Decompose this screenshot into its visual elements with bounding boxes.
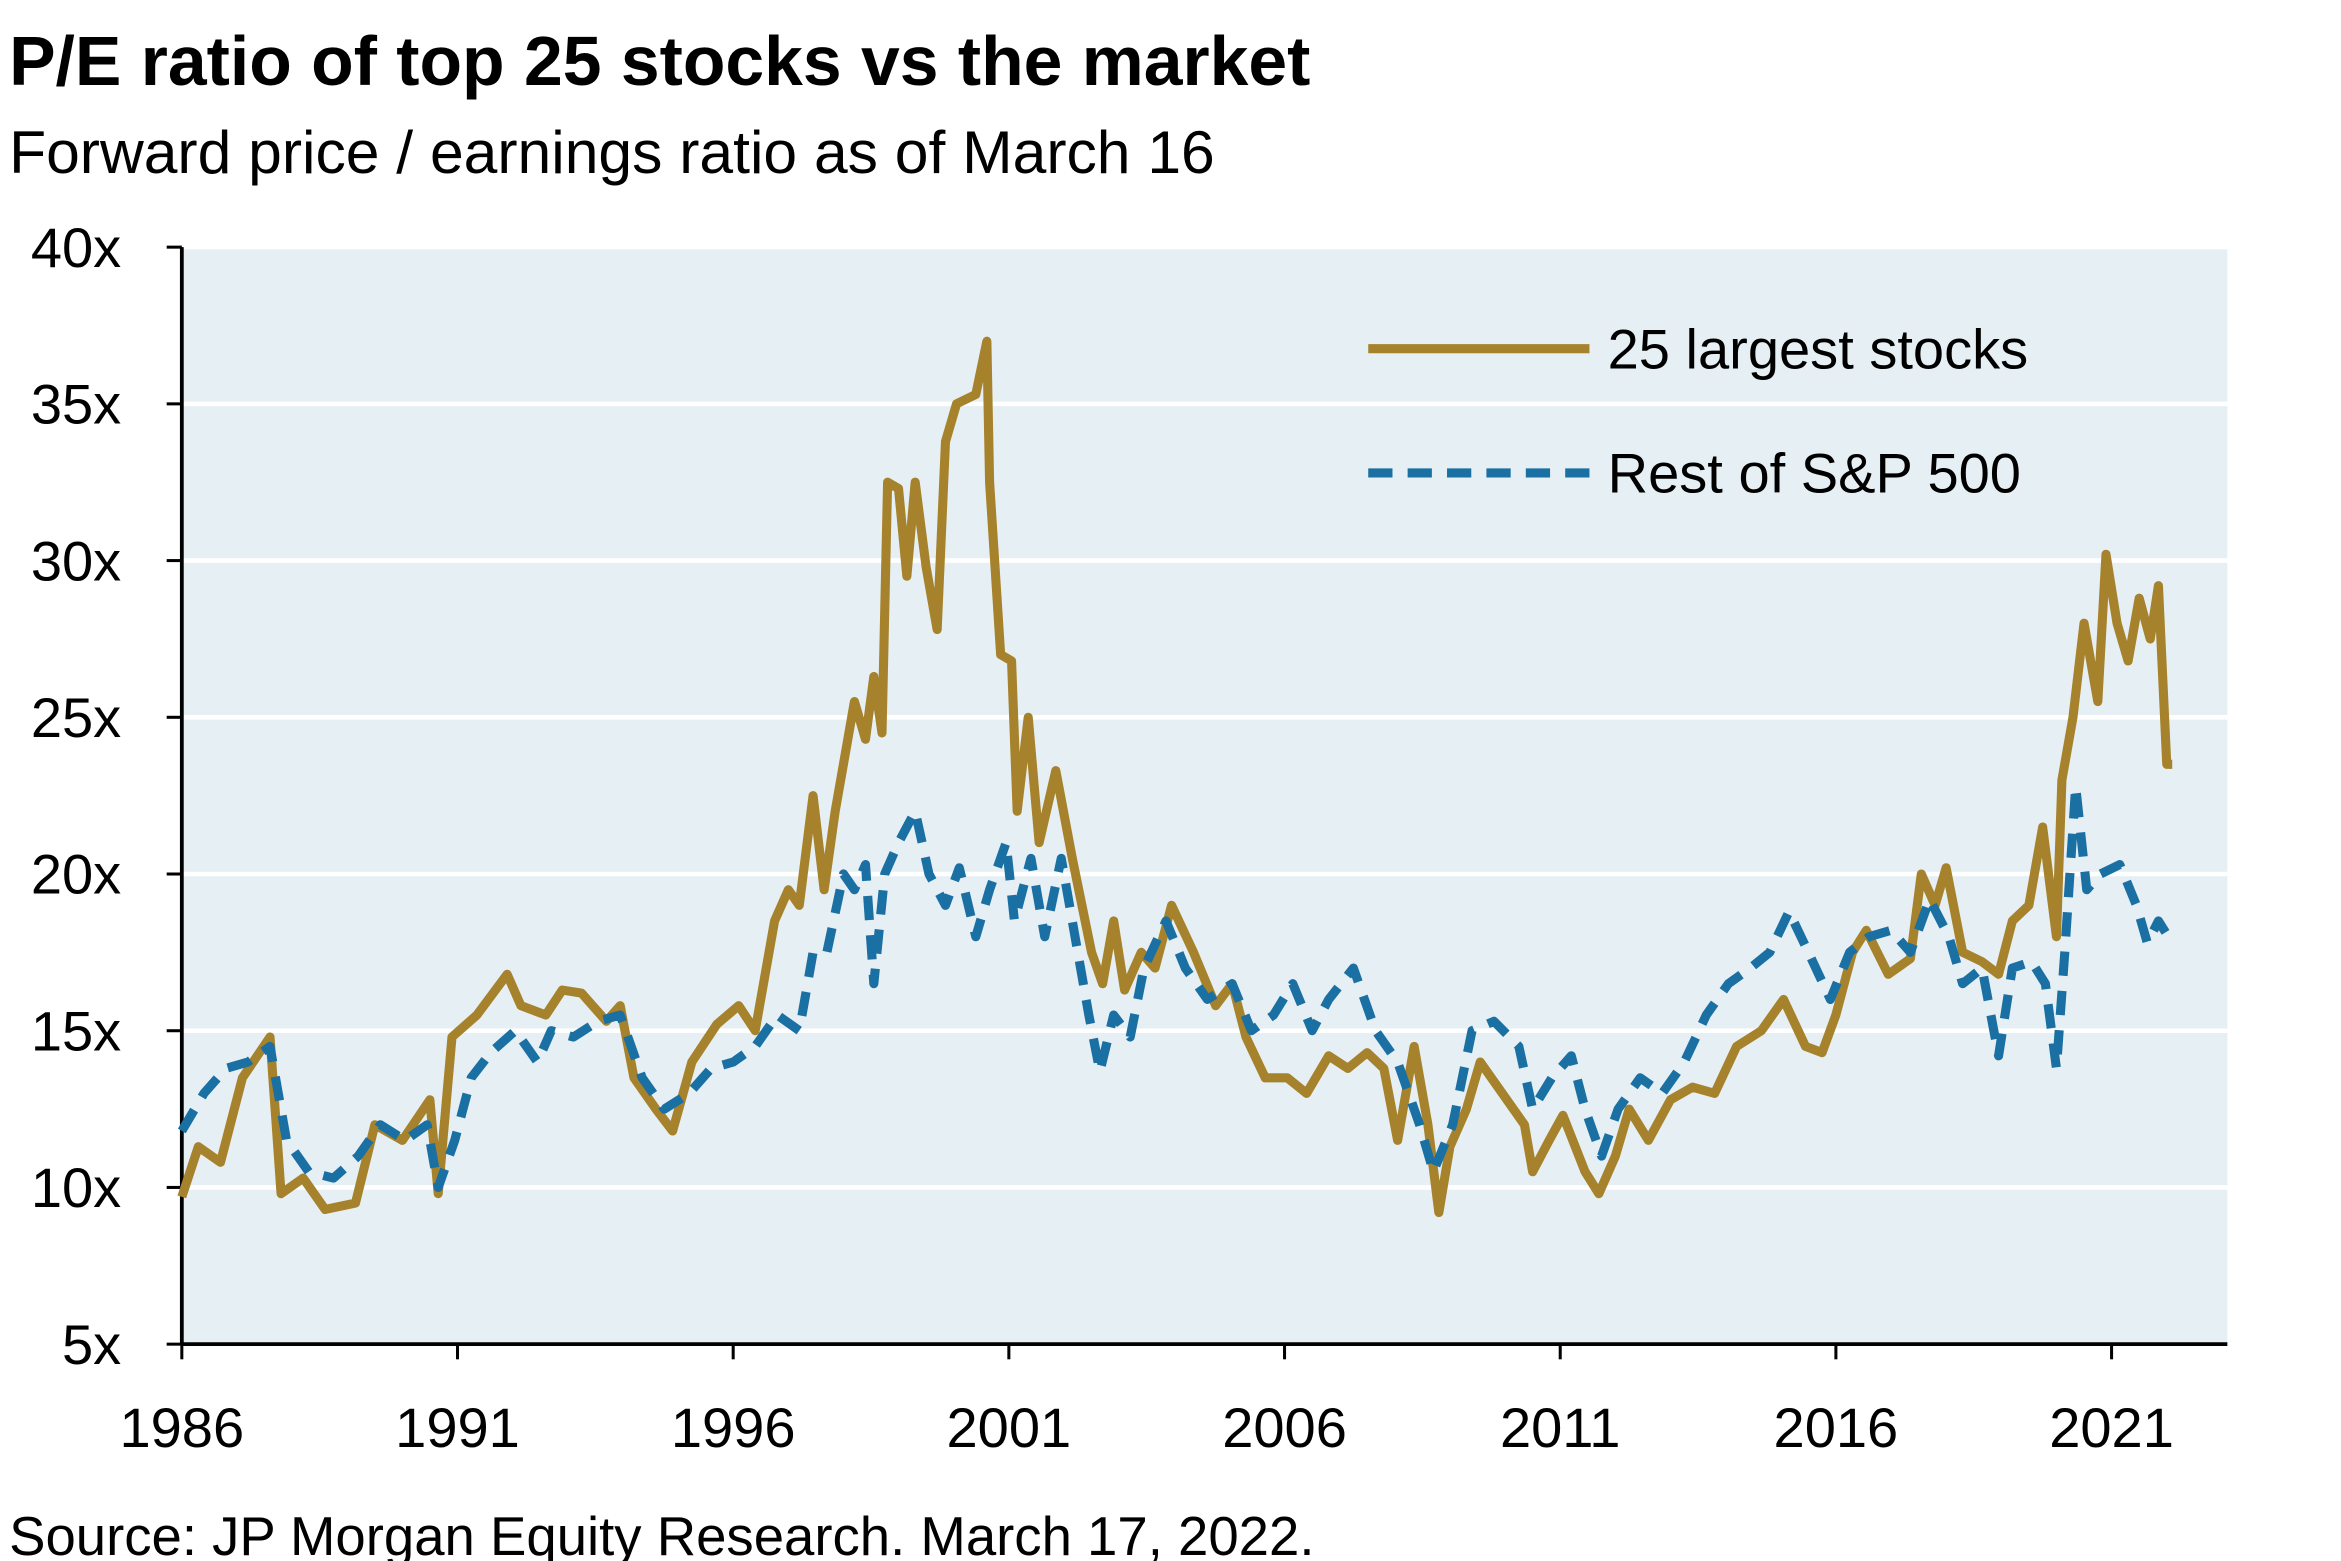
legend-label: Rest of S&P 500 <box>1608 442 2021 505</box>
x-tick-label: 1986 <box>119 1396 244 1459</box>
x-tick-label: 2016 <box>1774 1396 1899 1459</box>
y-tick-label: 40x <box>31 216 121 279</box>
x-tick-label: 2001 <box>947 1396 1072 1459</box>
x-tick-label: 2006 <box>1222 1396 1347 1459</box>
y-tick-label: 35x <box>31 373 121 436</box>
y-tick-label: 5x <box>62 1313 121 1376</box>
legend-label: 25 largest stocks <box>1608 317 2029 380</box>
plot-background <box>181 247 2228 1345</box>
y-tick-label: 30x <box>31 529 121 592</box>
x-tick-label: 2021 <box>2049 1396 2174 1459</box>
x-tick-label: 2011 <box>1500 1396 1621 1459</box>
x-tick-label: 1991 <box>395 1396 520 1459</box>
series-line <box>177 336 2173 1218</box>
x-tick-label: 1996 <box>671 1396 796 1459</box>
chart-subtitle: Forward price / earnings ratio as of Mar… <box>9 118 1215 186</box>
y-tick-label: 25x <box>31 686 121 749</box>
y-tick-label: 20x <box>31 843 121 906</box>
chart-title: P/E ratio of top 25 stocks vs the market <box>9 22 1310 100</box>
y-tick-label: 15x <box>31 999 121 1062</box>
y-tick-label: 10x <box>31 1156 121 1219</box>
source-note: Source: JP Morgan Equity Research. March… <box>9 1506 1314 1561</box>
series-line <box>177 781 2177 1193</box>
